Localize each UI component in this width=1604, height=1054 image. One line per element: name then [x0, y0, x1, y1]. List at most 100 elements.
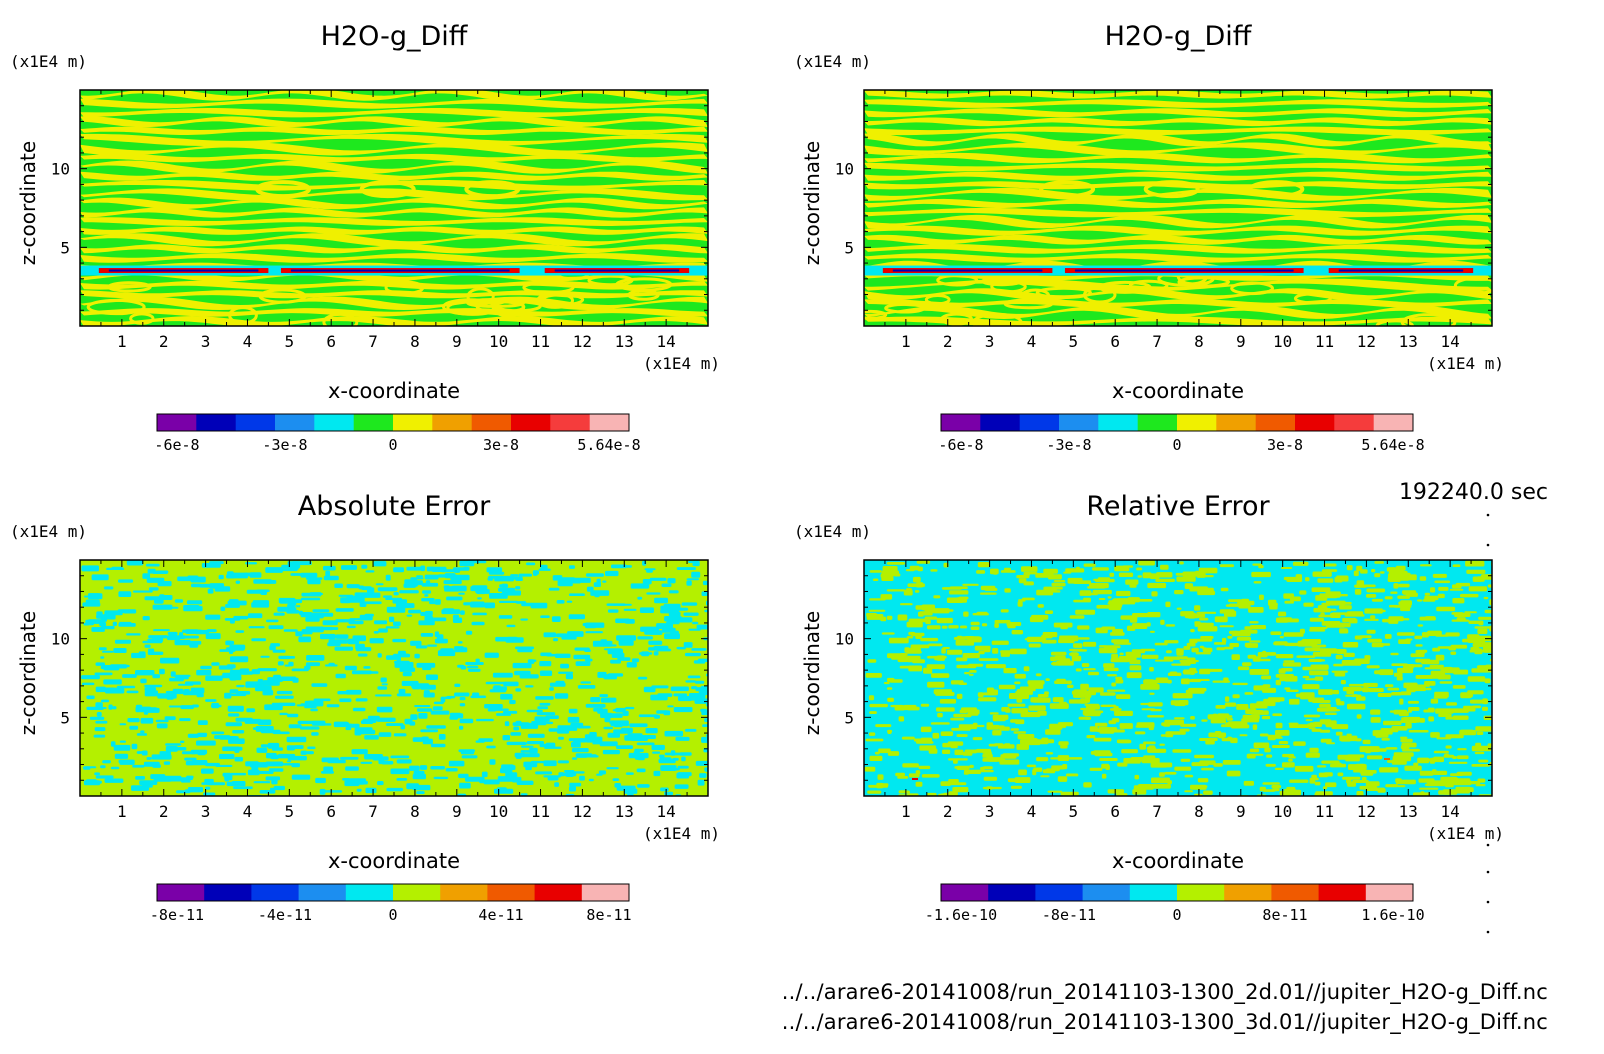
speckle — [313, 698, 331, 702]
speckle — [651, 744, 665, 750]
speckle — [629, 723, 648, 728]
speckle — [1272, 713, 1282, 717]
cold-streak — [1338, 269, 1464, 272]
speckle — [165, 746, 178, 752]
speckle — [1482, 698, 1488, 705]
speckle — [1397, 785, 1406, 788]
speckle — [143, 711, 149, 715]
speckle — [1402, 591, 1410, 595]
speckle — [1395, 565, 1406, 571]
speckle — [424, 615, 433, 622]
speckle — [1150, 708, 1162, 712]
speckle — [345, 689, 362, 695]
speckle — [265, 776, 281, 781]
speckle — [86, 695, 95, 700]
speckle — [132, 590, 153, 593]
speckle — [298, 636, 312, 643]
colorbar-swatch — [345, 884, 394, 901]
speckle — [499, 600, 518, 603]
speckle — [1396, 632, 1415, 636]
colorbar-swatch — [471, 414, 512, 431]
speckle — [503, 765, 516, 770]
band — [864, 90, 1492, 99]
speckle — [1475, 726, 1492, 732]
colorbar-tick-label: 0 — [1172, 436, 1181, 454]
speckle — [344, 665, 357, 671]
speckle — [906, 621, 923, 628]
speckle — [1151, 591, 1158, 597]
speckle — [235, 630, 245, 633]
speckle — [656, 710, 668, 714]
speckle — [95, 775, 114, 779]
speckle — [878, 748, 891, 754]
speckle — [891, 639, 902, 642]
speckle — [446, 596, 463, 601]
speckle — [1475, 784, 1486, 787]
speckle — [557, 760, 569, 764]
x-tick-label: 2 — [943, 332, 953, 351]
band — [864, 126, 1492, 136]
speckle — [1432, 573, 1447, 578]
speckle — [1107, 596, 1112, 599]
speckle — [1140, 684, 1160, 690]
speckle — [1165, 731, 1174, 738]
speckle — [443, 580, 462, 585]
speckle — [653, 651, 659, 656]
speckle — [585, 623, 597, 629]
speckle — [102, 650, 114, 653]
colorbar-swatch — [589, 414, 630, 431]
speckle — [484, 704, 503, 709]
colorbar-swatch — [581, 884, 630, 901]
speckle — [1405, 638, 1413, 641]
speckle — [1414, 635, 1423, 640]
speckle — [1311, 774, 1317, 779]
speckle — [1151, 777, 1170, 784]
speckle — [1314, 676, 1324, 681]
speckle — [664, 616, 682, 622]
speckle — [1224, 702, 1237, 707]
speckle — [142, 616, 150, 621]
speckle — [887, 751, 900, 756]
speckle — [91, 627, 105, 632]
speckle — [1095, 627, 1108, 634]
speckle — [251, 669, 260, 675]
speckle — [1249, 640, 1261, 643]
speckle — [520, 618, 528, 621]
band — [80, 180, 708, 191]
speckle — [869, 570, 882, 573]
speckle — [112, 706, 117, 710]
speckle — [310, 708, 318, 712]
speckle — [361, 586, 372, 591]
speckle — [1164, 771, 1177, 775]
speckle — [515, 646, 535, 650]
speckle — [1445, 745, 1452, 749]
speckle — [205, 633, 221, 640]
speckle — [924, 616, 938, 620]
speckle — [986, 687, 994, 693]
speckle — [1387, 687, 1400, 691]
speckle — [1111, 653, 1118, 659]
speckle — [915, 741, 934, 744]
speckle — [942, 647, 950, 650]
speckle — [1275, 730, 1290, 736]
speckle — [596, 578, 601, 585]
speckle — [1098, 598, 1106, 600]
speckle — [274, 695, 294, 699]
speckle — [114, 639, 131, 644]
speckle — [1405, 603, 1411, 608]
speckle — [1302, 675, 1310, 679]
speckle — [1028, 643, 1041, 648]
speckle — [1342, 617, 1357, 623]
speckle — [978, 697, 997, 702]
speckle — [1385, 684, 1394, 688]
speckle — [986, 786, 993, 790]
speckle — [300, 750, 307, 755]
speckle — [1164, 719, 1184, 726]
speckle — [1140, 648, 1156, 652]
speckle — [1103, 645, 1121, 649]
speckle — [322, 620, 338, 626]
speckle — [1086, 735, 1096, 739]
speckle — [196, 693, 204, 698]
speckle — [565, 673, 573, 680]
swirl — [1128, 279, 1169, 292]
